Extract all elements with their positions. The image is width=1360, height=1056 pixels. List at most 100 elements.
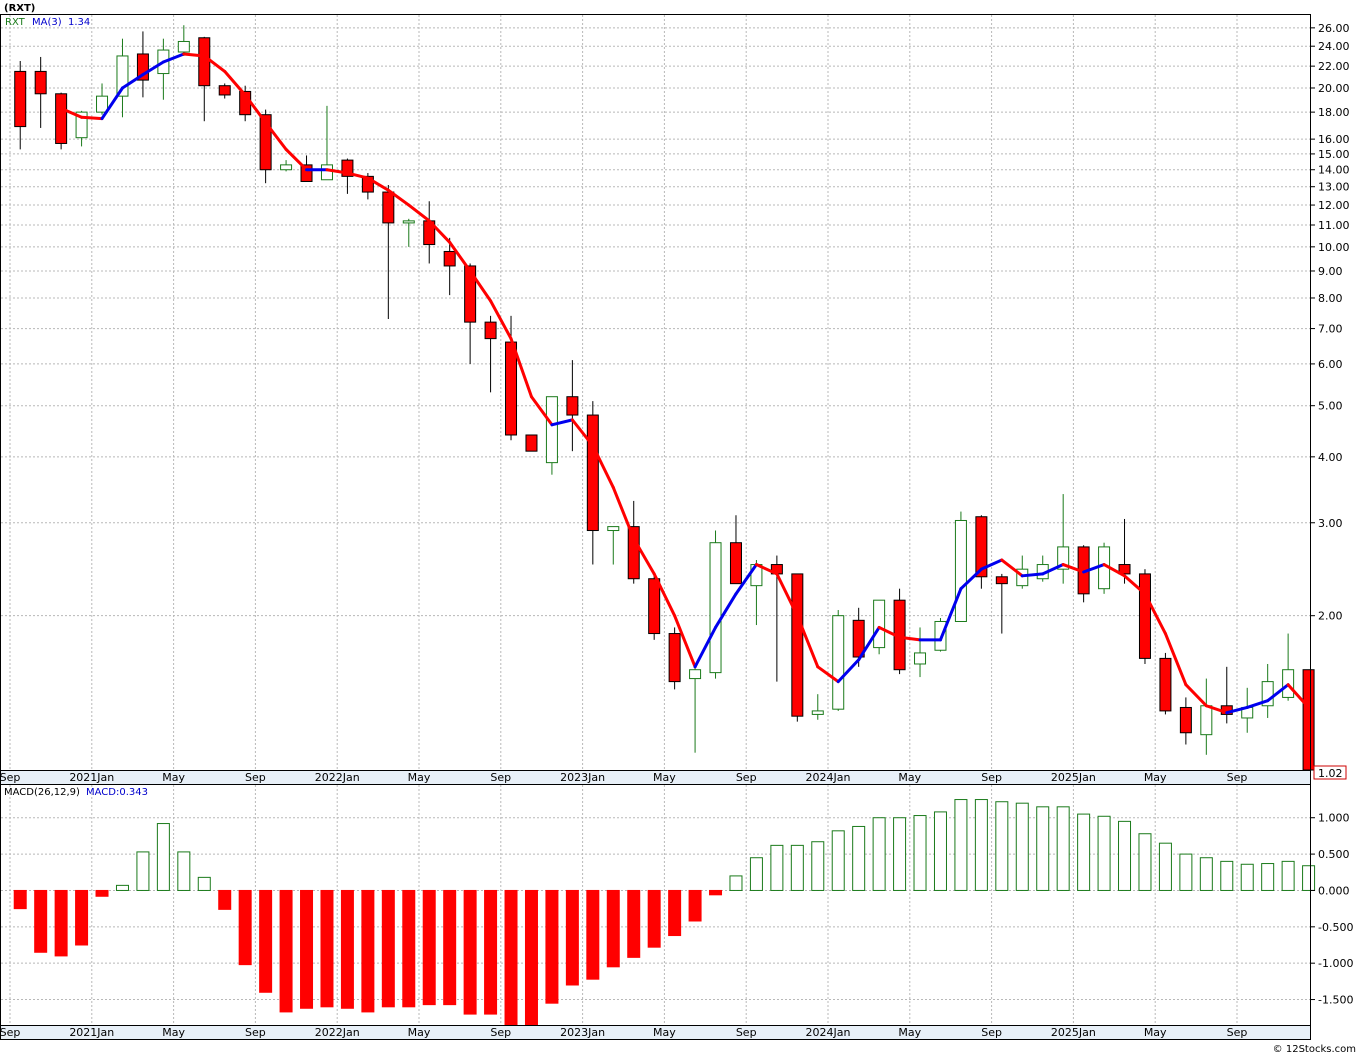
price-time-axis: Sep 2021Jan May Sep 2022Jan May Sep 2023Jan May S… <box>0 770 1311 785</box>
candle-body <box>402 220 415 224</box>
ma3-segment <box>1163 632 1188 687</box>
macd-time-axis-label: May <box>898 1026 921 1039</box>
price-legend: RXT MA(3) 1.34 <box>5 17 90 28</box>
macd-bar-positive <box>974 799 988 891</box>
macd-axis: 1.000 0.500 0.000 -0.500 -1.000 -1.500 <box>1310 812 1353 1007</box>
ma3-segment <box>611 485 636 541</box>
candle <box>995 573 1008 634</box>
macd-histogram <box>13 799 1316 1026</box>
ma3-segment <box>979 558 1004 571</box>
price-axis-label: 26.00 <box>1318 22 1350 35</box>
price-time-axis-label: Sep <box>736 771 757 784</box>
macd-bar-negative <box>422 889 436 1006</box>
macd-bar-negative <box>586 889 600 980</box>
ma3-segment <box>652 572 677 618</box>
candle-body <box>198 37 211 87</box>
ma3-segment <box>1184 683 1208 708</box>
ma3-segment <box>938 587 963 642</box>
ma3-segment <box>898 635 922 642</box>
macd-axis-label: -0.500 <box>1318 921 1353 934</box>
candle <box>832 610 845 711</box>
price-axis-label: 7.00 <box>1318 323 1343 336</box>
macd-bar-negative <box>279 889 293 1013</box>
price-time-axis-label: 2023Jan <box>560 771 605 784</box>
macd-time-axis-label: 2021Jan <box>69 1026 114 1039</box>
macd-bar-negative <box>381 889 395 1008</box>
candle-body <box>668 633 681 683</box>
price-gridlines <box>1 15 1310 770</box>
legend-symbol: RXT <box>5 17 26 28</box>
candle <box>34 56 47 128</box>
macd-time-axis-label: 2025Jan <box>1051 1026 1096 1039</box>
price-axis: 26.00 24.00 22.00 20.00 18.00 16.00 15.00 14.00… <box>1310 22 1350 623</box>
price-time-axis-label: 2024Jan <box>806 771 851 784</box>
macd-bar-positive <box>136 851 150 891</box>
price-time-axis-label: Sep <box>1227 771 1248 784</box>
price-time-axis-label: 2025Jan <box>1051 771 1096 784</box>
price-axis-label: 8.00 <box>1318 292 1343 305</box>
ma3-segment <box>570 418 595 448</box>
macd-time-axis: Sep 2021Jan May Sep 2022Jan May Sep 2023Jan May S… <box>0 1025 1311 1040</box>
candle <box>709 530 722 679</box>
candle <box>893 588 906 675</box>
macd-bar-positive <box>852 825 866 891</box>
price-axis-label: 20.00 <box>1318 82 1350 95</box>
macd-time-axis-label: May <box>162 1026 185 1039</box>
price-time-axis-label: Sep <box>0 771 20 784</box>
macd-bar-negative <box>688 889 702 922</box>
ma3-segment <box>1204 704 1229 715</box>
candle <box>811 694 824 720</box>
ma3-segment <box>264 121 288 151</box>
price-time-axis-label: May <box>653 771 676 784</box>
candle-body <box>136 53 149 81</box>
ma3-segment <box>182 52 206 58</box>
ma3-segment <box>857 625 881 662</box>
candle <box>566 360 579 452</box>
candle <box>1016 555 1029 589</box>
last-price-tag-text: 1.02 <box>1318 767 1343 780</box>
macd-bar-positive <box>831 830 845 891</box>
price-time-axis-label: May <box>898 771 921 784</box>
legend-ma-label: MA(3) <box>32 17 62 28</box>
macd-bar-positive <box>729 875 743 891</box>
candle-body <box>1302 669 1315 771</box>
ma3-segment <box>1102 563 1127 578</box>
site-credit: © 12Stocks.com <box>1273 1044 1356 1055</box>
macd-bar-negative <box>668 889 682 937</box>
macd-bar-negative <box>320 889 334 1008</box>
price-axis-label: 3.00 <box>1318 517 1343 530</box>
ma3-segment <box>120 73 145 90</box>
macd-time-axis-label: 2024Jan <box>806 1026 851 1039</box>
candle-body <box>1118 564 1131 575</box>
candle <box>586 401 599 565</box>
candle <box>136 31 149 98</box>
candle <box>934 617 947 652</box>
macd-bar-positive <box>1077 813 1091 891</box>
ma3-segment <box>141 60 165 77</box>
ma3-segment <box>223 69 247 97</box>
price-axis-label: 11.00 <box>1318 219 1350 232</box>
candle-body <box>280 164 293 171</box>
ma3-segment <box>1143 592 1167 636</box>
macd-bar-negative <box>13 889 27 910</box>
macd-bar-negative <box>218 889 232 910</box>
candle-body <box>55 93 68 144</box>
macd-bar-negative <box>545 889 559 1004</box>
macd-bar-negative <box>361 889 375 1013</box>
macd-bar-positive <box>1199 857 1213 891</box>
price-axis-label: 9.00 <box>1318 265 1343 278</box>
ma3-segment <box>325 168 349 175</box>
price-time-axis-label: Sep <box>245 771 266 784</box>
last-price-tag: 1.02 <box>1313 765 1347 780</box>
price-time-axis-label: Sep <box>981 771 1002 784</box>
price-axis-label: 4.00 <box>1318 451 1343 464</box>
candle <box>668 627 681 690</box>
candle <box>1077 545 1090 603</box>
price-axis-label: 16.00 <box>1318 133 1350 146</box>
candle <box>218 83 231 99</box>
macd-bar-negative <box>54 889 68 957</box>
legend-ma-value: 1.34 <box>68 17 90 28</box>
macd-bar-positive <box>1240 863 1254 891</box>
price-time-axis-label: 2021Jan <box>69 771 114 784</box>
